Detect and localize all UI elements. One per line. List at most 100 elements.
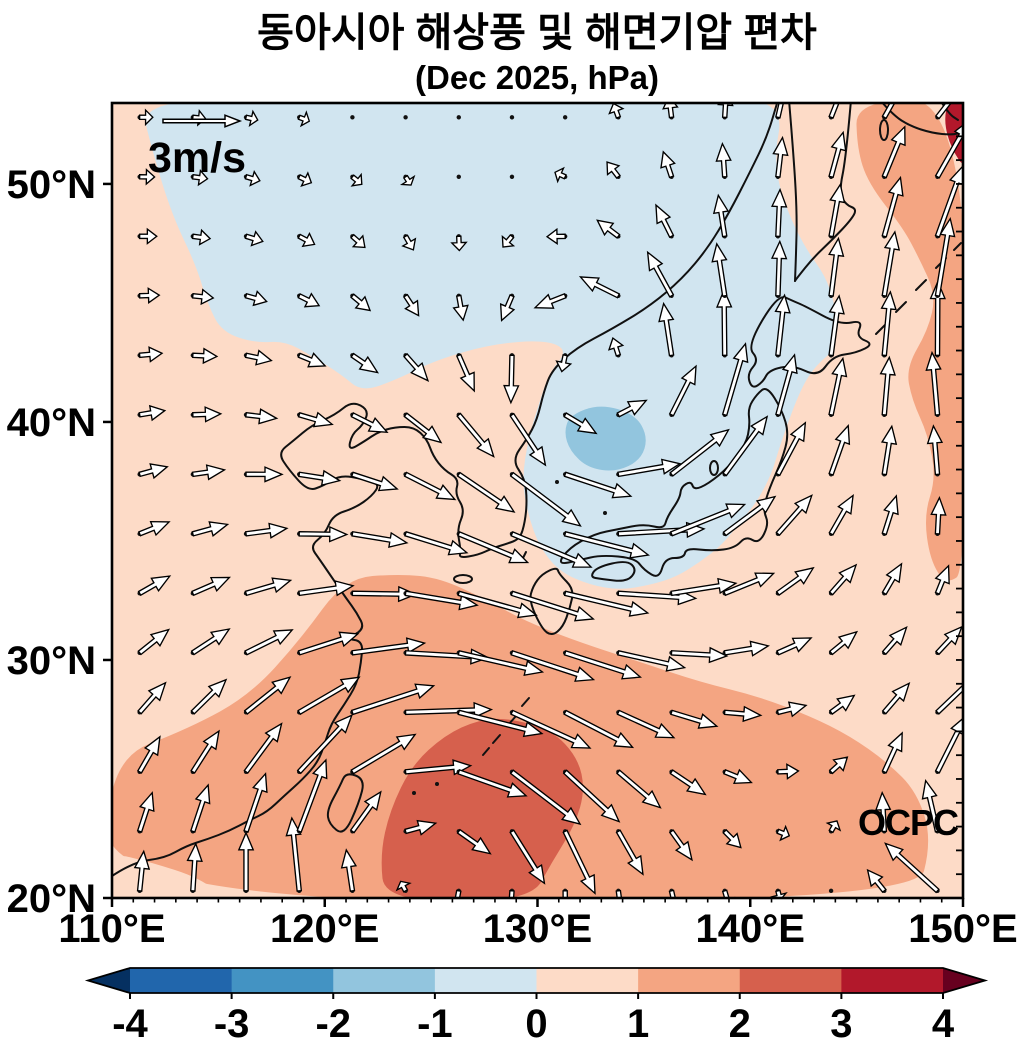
wind-vector: [608, 103, 625, 120]
wind-vector: [668, 364, 697, 418]
wind-vector: [350, 233, 366, 249]
island-chain-segment: [521, 697, 530, 707]
small-island-dot: [435, 782, 439, 786]
coastline-honshu: [559, 388, 789, 577]
wind-vector: [884, 842, 940, 894]
wind-vector: [403, 352, 430, 382]
wind-vector: [930, 495, 947, 537]
wind-vector: [137, 681, 167, 715]
wind-vector: [452, 293, 469, 322]
wind-vector: [297, 676, 361, 716]
wind-vector: [828, 130, 847, 179]
wind-vector: [509, 471, 582, 527]
wind-vector: [403, 759, 473, 776]
wind-vector: [509, 649, 596, 682]
wind-vector: [660, 150, 676, 179]
wind-vector: [243, 290, 268, 307]
wind-vector: [399, 174, 416, 186]
wind-vector: [615, 829, 644, 876]
wind-vector: [456, 590, 538, 619]
wind-vector: [456, 709, 544, 738]
wind-vector: [669, 709, 719, 729]
wind-vector: [137, 520, 171, 537]
wind-vector: [666, 888, 683, 898]
wind-vector: [828, 563, 858, 596]
wind-vector: [133, 849, 151, 894]
wind-vector: [350, 733, 417, 775]
wind-vector: [775, 421, 807, 477]
wind-vector: [596, 219, 621, 239]
wind-vector: [137, 463, 169, 480]
wind-vector: [403, 701, 494, 719]
wind-vector: [934, 216, 956, 298]
shading-pos-2-3hpa-ne-sliver: [945, 103, 963, 163]
wind-vector: [646, 250, 675, 298]
colorbar-extend-right: [943, 968, 985, 993]
wind-vector: [775, 763, 800, 780]
x-tick-label: 140°E: [696, 907, 805, 951]
wind-vector: [880, 424, 898, 477]
wind-vector: [828, 630, 859, 656]
wind-vector: [934, 103, 963, 120]
wind-vector: [243, 676, 292, 715]
wind-vector: [613, 888, 631, 898]
wind-vector: [243, 522, 289, 539]
wind-vector: [533, 292, 568, 309]
wind-vector: [934, 118, 963, 179]
wind-vector: [136, 735, 161, 775]
wind-vector: [655, 203, 675, 239]
wind-vector: [403, 115, 408, 120]
wind-vector: [297, 526, 349, 543]
wind-vector: [509, 829, 546, 885]
wind-vector: [775, 824, 791, 842]
coastline-neSmall: [940, 103, 959, 121]
island-ne: [879, 119, 889, 141]
coastline-chinaKoreaPrimorye: [112, 103, 779, 877]
wind-vector: [662, 103, 679, 120]
wind-vector: [925, 350, 942, 418]
figure-title: 동아시아 해상풍 및 해면기압 편차: [257, 11, 817, 55]
x-tick-label: 110°E: [58, 907, 165, 951]
wind-vector: [190, 628, 231, 656]
wind-vector: [874, 790, 892, 834]
reference-vector-arrow: [162, 114, 243, 128]
wind-vector: [881, 175, 904, 239]
colorbar-segment: [130, 968, 233, 993]
wind-vector: [186, 842, 203, 894]
wind-vector: [722, 705, 763, 723]
island-chain-segment: [482, 747, 490, 756]
wind-vector: [190, 464, 227, 481]
y-tick-label: 40°N: [7, 401, 96, 445]
wind-vector: [828, 888, 834, 894]
wind-vector: [825, 820, 842, 834]
wind-vector: [669, 769, 707, 796]
wind-vector: [403, 530, 469, 556]
wind-vector: [190, 288, 215, 306]
wind-vector: [137, 287, 161, 304]
wind-vector: [562, 471, 633, 499]
wind-vector: [616, 458, 682, 478]
wind-vector: [297, 580, 355, 597]
wind-vector: [137, 628, 171, 656]
wind-anomaly-vectors: [133, 103, 963, 898]
wind-vector: [350, 530, 409, 549]
wind-vector: [190, 729, 220, 775]
wind-vector: [669, 577, 738, 597]
wind-vector: [722, 495, 777, 537]
wind-vector: [722, 768, 753, 785]
coastline-neCoast: [881, 103, 963, 136]
x-tick-label: 120°E: [270, 907, 379, 951]
wind-vector: [403, 412, 443, 444]
wind-vector: [137, 346, 164, 363]
colorbar-segment: [434, 968, 538, 993]
wind-vector: [711, 242, 728, 298]
wind-vector: [456, 828, 492, 855]
wind-vector: [881, 494, 899, 537]
wind-vector: [297, 469, 342, 487]
colorbar-segment: [333, 968, 436, 993]
coastline-taiwan: [326, 773, 364, 833]
wind-vector: [772, 135, 789, 179]
wind-vector: [722, 640, 770, 657]
wind-vector: [509, 174, 515, 179]
